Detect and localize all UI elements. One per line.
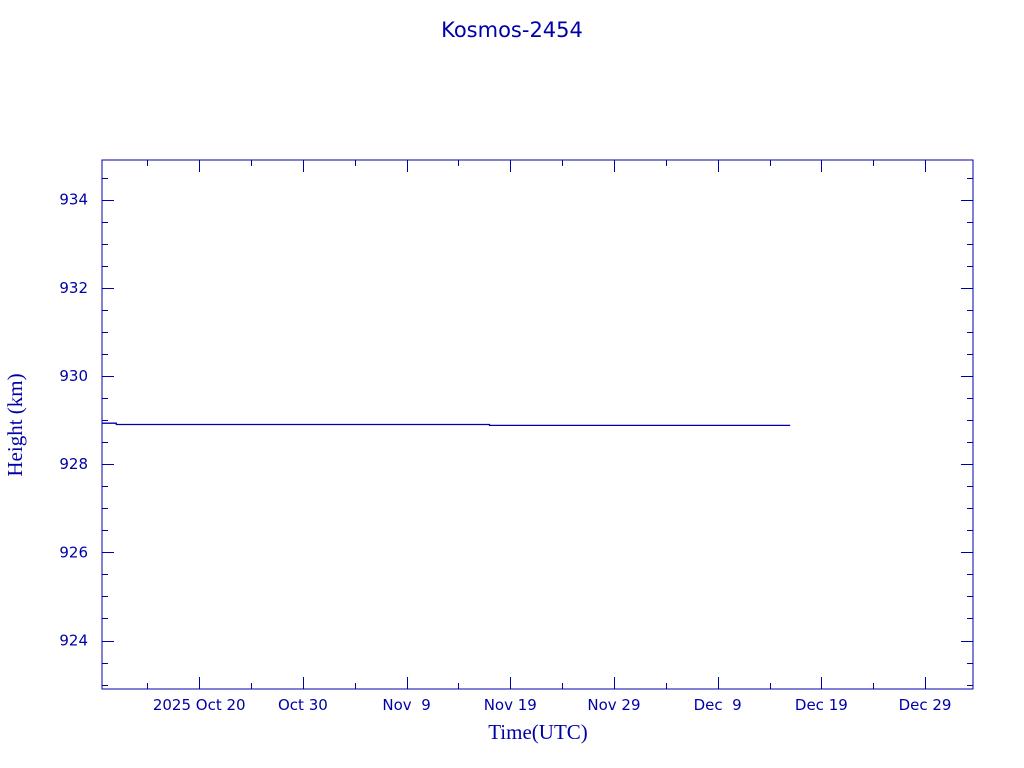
x-tick-label: Dec 29: [899, 696, 952, 714]
x-tick-label: 2025 Oct 20: [153, 696, 246, 714]
y-tick-label: 930: [59, 367, 88, 385]
x-tick-label: Nov 9: [382, 696, 430, 714]
plot-frame: [101, 159, 974, 690]
y-tick-label: 934: [59, 191, 88, 209]
x-tick-label: Dec 9: [694, 696, 742, 714]
y-tick-label: 924: [59, 632, 88, 650]
y-tick-label: 926: [59, 543, 88, 561]
y-tick-label: 932: [59, 279, 88, 297]
x-tick-label: Oct 30: [278, 696, 328, 714]
y-tick-label: 928: [59, 455, 88, 473]
height-series-line: [102, 422, 791, 427]
x-tick-label: Nov 19: [484, 696, 537, 714]
y-axis-label: Height (km): [3, 373, 27, 476]
chart-title: Kosmos-2454: [441, 18, 583, 42]
x-axis-label: Time(UTC): [488, 720, 588, 744]
x-tick-label: Nov 29: [587, 696, 640, 714]
x-tick-label: Dec 19: [795, 696, 848, 714]
